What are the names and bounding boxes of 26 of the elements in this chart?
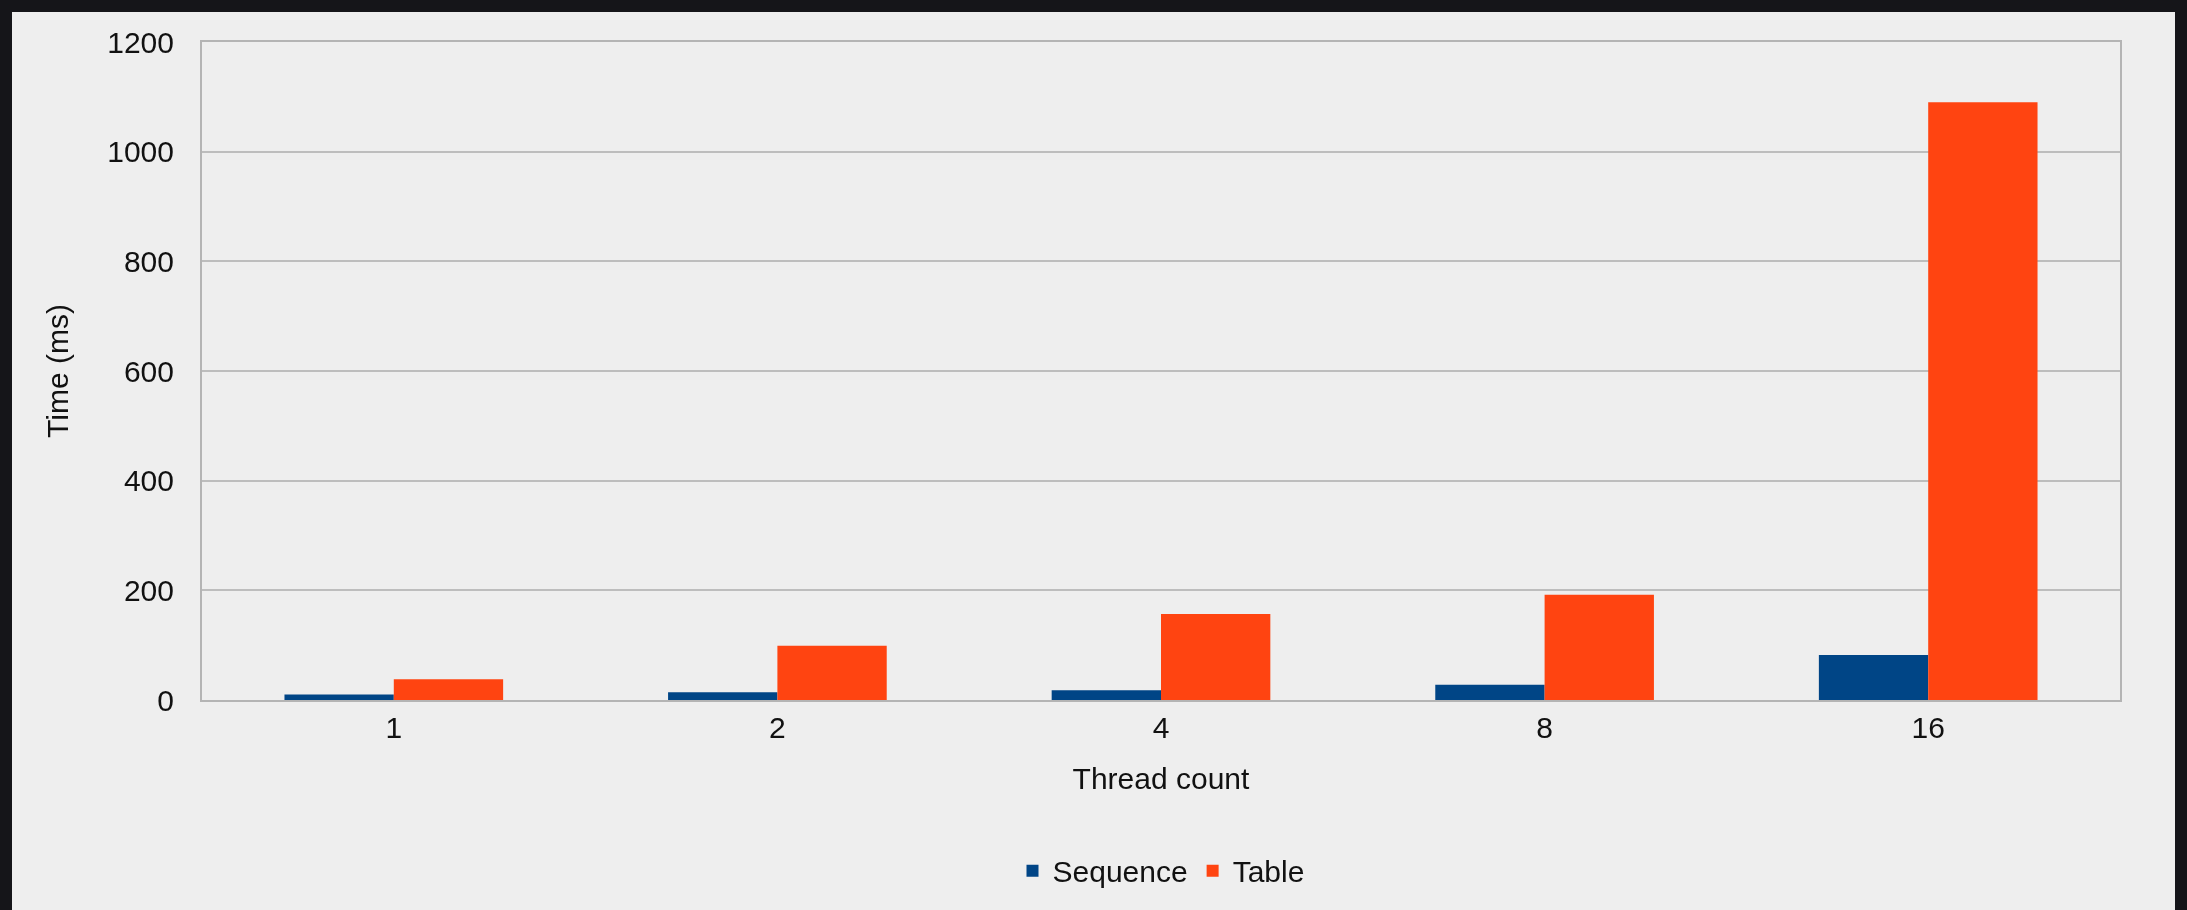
bar <box>668 692 778 700</box>
bar <box>777 645 887 700</box>
y-tick-label: 600 <box>123 354 174 388</box>
bar <box>1544 594 1654 700</box>
y-tick-label: 800 <box>123 244 174 278</box>
y-tick-label: 1000 <box>107 135 174 169</box>
x-tick-label: 1 <box>385 711 403 744</box>
bar <box>1928 102 2038 700</box>
y-tick-label: 1200 <box>107 25 174 59</box>
x-axis-title: Thread count <box>1072 762 1251 795</box>
x-tick-label: 4 <box>1152 711 1170 744</box>
x-tick-label: 16 <box>1911 711 1945 744</box>
bar <box>1435 684 1545 700</box>
y-tick-label: 200 <box>123 573 174 607</box>
x-tick-label: 8 <box>1536 711 1553 744</box>
bar <box>1161 613 1271 700</box>
legend-label: Sequence <box>1052 855 1188 889</box>
legend-label: Table <box>1232 855 1305 889</box>
x-tick-label: 2 <box>769 711 786 744</box>
bar <box>1051 690 1161 700</box>
y-tick-label: 0 <box>157 683 174 717</box>
bar <box>284 694 394 700</box>
y-axis-title: Time (ms) <box>40 304 74 438</box>
y-tick-label: 400 <box>123 464 174 498</box>
bar <box>1818 655 1929 700</box>
bar <box>393 679 504 700</box>
